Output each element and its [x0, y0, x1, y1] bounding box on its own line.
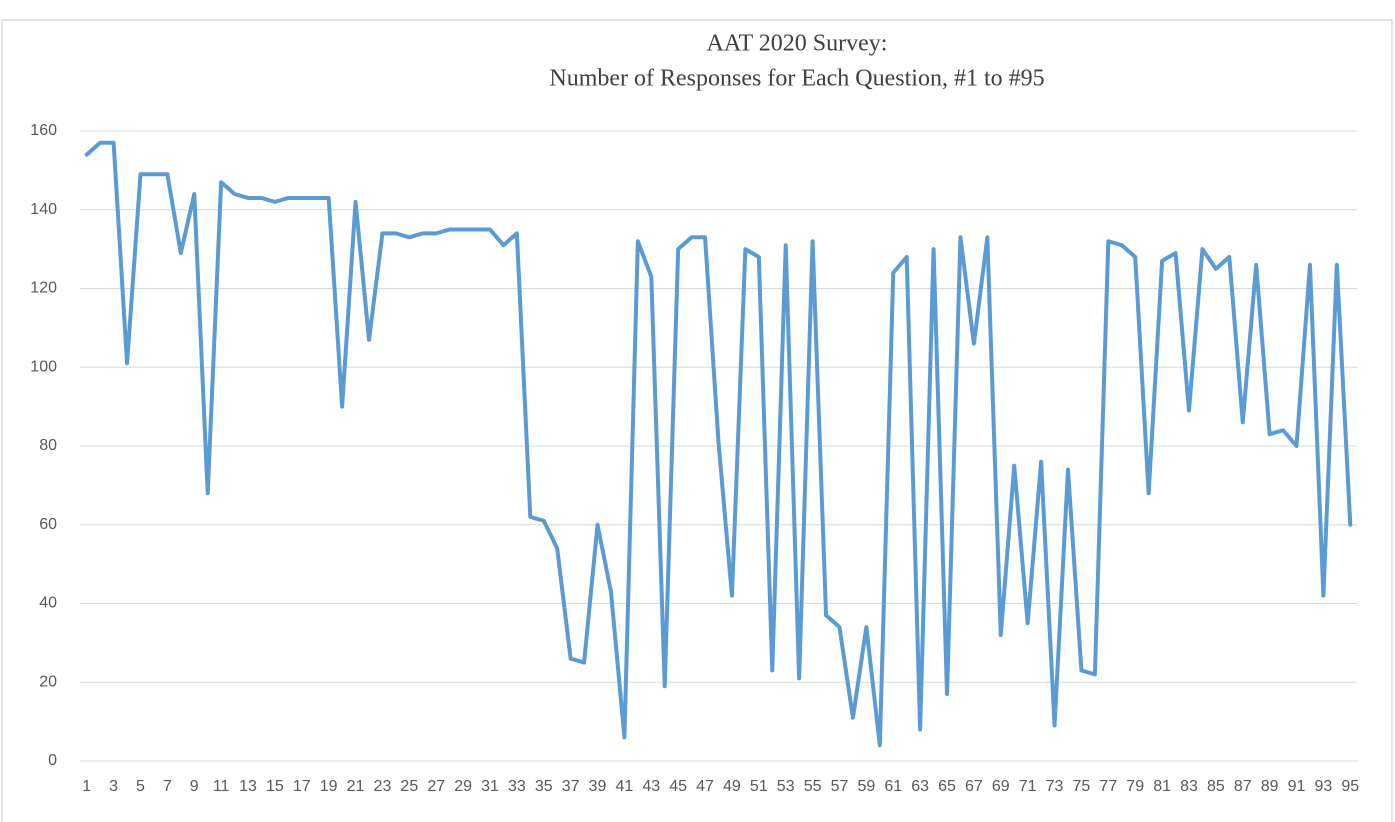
x-tick-label: 63 [911, 778, 929, 795]
x-tick-label: 95 [1341, 778, 1359, 795]
x-tick-label: 27 [427, 778, 445, 795]
x-tick-label: 87 [1234, 778, 1252, 795]
y-tick-label: 100 [30, 358, 57, 375]
x-tick-label: 43 [642, 778, 660, 795]
x-tick-label: 89 [1261, 778, 1279, 795]
x-tick-label: 7 [163, 778, 172, 795]
x-tick-label: 1 [82, 778, 91, 795]
y-tick-label: 20 [39, 673, 57, 690]
x-tick-label: 11 [213, 778, 230, 795]
chart-title: Number of Responses for Each Question, #… [549, 66, 1044, 92]
x-tick-label: 21 [347, 778, 365, 795]
x-tick-label: 57 [831, 778, 849, 795]
y-tick-label: 140 [30, 201, 57, 218]
x-tick-label: 51 [750, 778, 768, 795]
x-tick-label: 81 [1153, 778, 1171, 795]
x-tick-label: 31 [481, 778, 499, 795]
x-tick-label: 13 [239, 778, 257, 795]
x-tick-label: 33 [508, 778, 526, 795]
x-tick-label: 3 [109, 778, 118, 795]
x-tick-label: 77 [1099, 778, 1117, 795]
x-tick-label: 93 [1314, 778, 1332, 795]
x-tick-label: 9 [190, 778, 199, 795]
x-tick-label: 55 [804, 778, 822, 795]
x-tick-label: 79 [1126, 778, 1144, 795]
x-tick-label: 29 [454, 778, 472, 795]
data-line [84, 140, 1353, 748]
x-tick-label: 75 [1073, 778, 1091, 795]
y-tick-label: 80 [39, 437, 57, 454]
x-tick-label: 61 [884, 778, 902, 795]
x-tick-label: 83 [1180, 778, 1198, 795]
y-tick-label: 120 [30, 280, 57, 297]
x-tick-label: 41 [616, 778, 634, 795]
x-tick-label: 35 [535, 778, 553, 795]
x-tick-label: 67 [965, 778, 983, 795]
x-tick-label: 39 [589, 778, 607, 795]
x-tick-label: 91 [1288, 778, 1306, 795]
x-tick-label: 17 [293, 778, 311, 795]
y-tick-label: 160 [30, 122, 57, 139]
y-tick-label: 40 [39, 595, 57, 612]
x-tick-label: 85 [1207, 778, 1225, 795]
chart-title: AAT 2020 Survey: [707, 31, 888, 57]
x-tick-label: 53 [777, 778, 795, 795]
chart-border [1, 19, 1393, 822]
y-tick-label: 0 [48, 752, 57, 769]
x-tick-label: 23 [374, 778, 392, 795]
x-tick-label: 47 [696, 778, 714, 795]
x-tick-label: 49 [723, 778, 741, 795]
x-tick-label: 5 [136, 778, 145, 795]
x-tick-label: 37 [562, 778, 580, 795]
x-tick-label: 45 [669, 778, 687, 795]
y-tick-label: 60 [39, 516, 57, 533]
x-tick-label: 15 [266, 778, 284, 795]
x-tick-label: 71 [1019, 778, 1037, 795]
x-tick-label: 19 [320, 778, 338, 795]
x-tick-label: 25 [400, 778, 418, 795]
x-tick-label: 73 [1046, 778, 1064, 795]
x-tick-label: 69 [992, 778, 1010, 795]
x-tick-label: 65 [938, 778, 956, 795]
x-tick-label: 59 [857, 778, 875, 795]
